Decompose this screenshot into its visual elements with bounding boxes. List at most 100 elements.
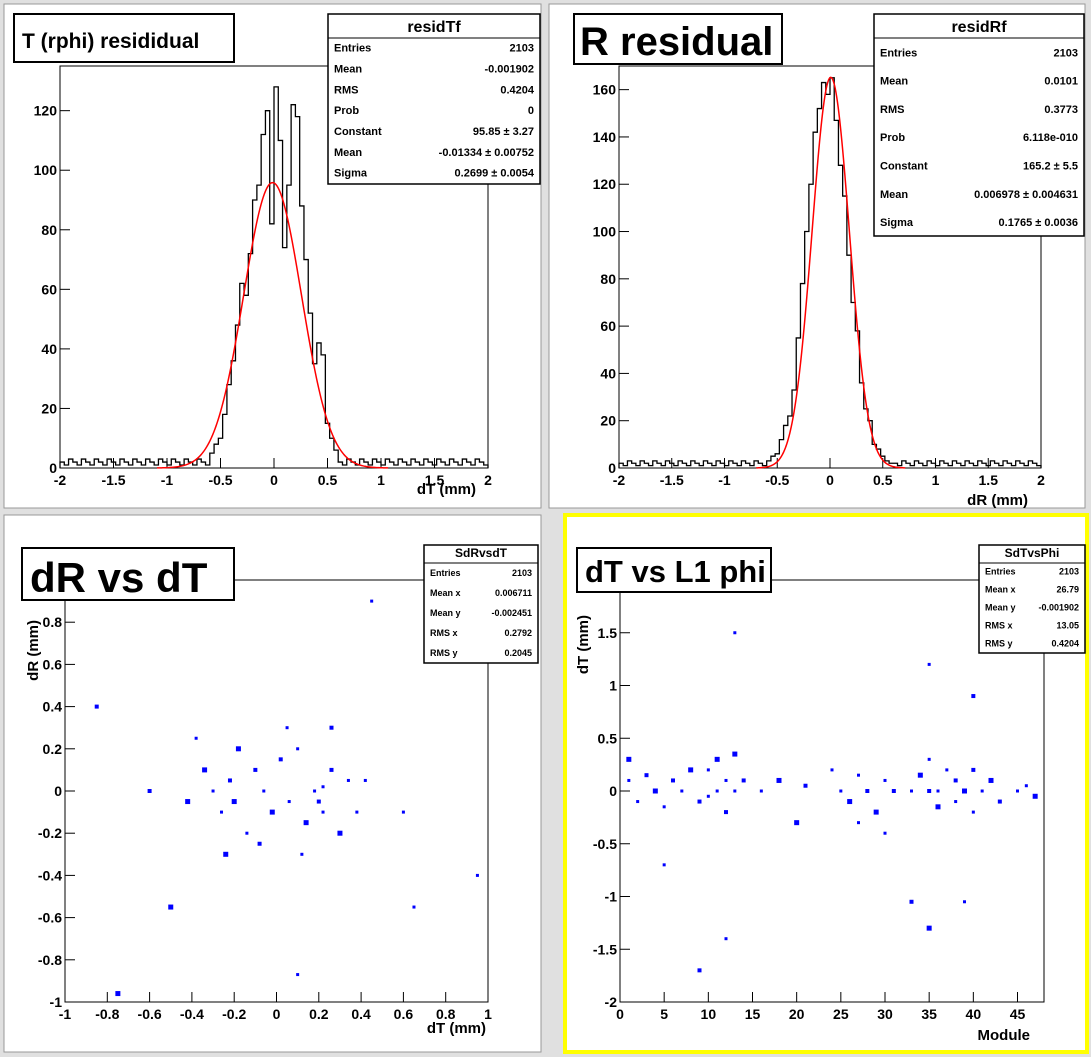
scatter-point [839,789,843,793]
x-tick-label: -1 [718,472,731,488]
scatter-point [794,820,800,826]
scatter-point [296,747,300,751]
x-tick-label: -0.5 [765,472,789,488]
stats-row-label: RMS [880,104,904,116]
stats-row-label: Prob [880,132,905,144]
x-axis-label: dT (mm) [427,1020,486,1037]
scatter-point [644,773,649,778]
y-tick-label: 120 [34,103,58,119]
y-tick-label: -2 [605,994,618,1010]
scatter-point [935,804,941,810]
scatter-point [115,991,121,997]
stats-row-label: Mean [880,189,908,201]
scatter-point [1016,789,1019,793]
scatter-point [285,726,289,730]
stats-row-label: Mean y [430,608,461,618]
scatter-point [94,704,99,709]
y-tick-label: 20 [600,413,616,429]
scatter-point [147,789,152,793]
pad-dr-vs-dt[interactable]: -1 -0.8 -0.6 -0.4 -0.2 0 0.2 0.4 0.6 0.8 1 -1 -0.8 -0… [3,514,542,1053]
stats-row-label: RMS x [985,621,1013,631]
y-tick-label: 0.6 [43,656,63,672]
scatter-point [636,800,640,804]
y-axis-label: dT (mm) [575,615,592,674]
stats-row-value: -0.002451 [491,608,532,618]
scatter-point [346,778,350,782]
x-tick-label: 1 [932,472,940,488]
stats-row-value: 0.2792 [504,628,532,638]
stats-row-label: RMS [334,84,358,96]
scatter-point [732,751,738,757]
y-tick-label: 140 [593,129,617,145]
scatter-point [927,757,931,761]
frame-3 [619,579,1045,1003]
stats-row-label: Constant [334,126,382,138]
pad-title: dR vs dT [30,554,208,601]
y-tick-label: 0 [608,460,616,476]
scatter-point [321,810,325,814]
scatter-point [706,768,710,772]
stats-name: SdTvsPhi [1005,546,1060,560]
stats-row-label: Entries [985,567,1016,577]
plot-area-2: -1 -0.8 -0.6 -0.4 -0.2 0 0.2 0.4 0.6 0.8 1 -1 -0.8 -0… [38,599,492,1022]
pad-title: R residual [580,20,773,64]
stats-row-label: Entries [880,47,917,59]
stats-name: residRf [951,19,1007,36]
x-tick-label: 2 [484,472,492,488]
x-tick-label: 1.5 [425,472,445,488]
plot-area-3: 0 5 10 15 20 25 30 35 40 45 -2 -1.5 -1 -0.5 0 0.5 1 1.5 [593,589,1038,1022]
x-axis-label: dT (mm) [417,481,476,498]
scatter-point [269,809,275,815]
scatter-point [697,968,702,973]
y-tick-label: -0.8 [38,952,62,968]
x-axis-label: dR (mm) [967,492,1028,509]
y-tick-label: 40 [600,365,616,381]
scatter-point [257,841,262,846]
y-tick-label: -0.6 [38,910,62,926]
stats-row-label: Mean [334,147,362,159]
scatter-point [662,805,666,809]
stats-row-value: 0.006978 ± 0.004631 [974,189,1078,201]
scatter-point [287,800,291,804]
scatter-point [927,662,931,666]
x-tick-label: 45 [1010,1006,1026,1022]
scatter-point [962,788,967,794]
scatter-point [688,767,694,773]
scatter-point [223,851,229,857]
stats-box-frame [978,544,1086,654]
scatter-point [194,736,198,740]
y-tick-label: 1 [609,678,617,694]
scatter-point [803,783,808,788]
pad-dt-vs-l1phi[interactable]: 0 5 10 15 20 25 30 35 40 45 -2 -1.5 -1 -0.5 0 0.5 1 1.5 d… [563,513,1089,1054]
scatter-point [626,756,632,762]
scatter-point [329,725,334,730]
x-tick-label: 2 [1037,472,1045,488]
stats-row-label: Mean x [430,588,461,598]
histogram-line [618,77,1042,468]
y-tick-label: 80 [600,271,616,287]
scatter-point [873,809,879,815]
scatter-point [1032,793,1038,799]
pad-r-residual[interactable]: -2 -1.5 -1 -0.5 0 0.5 1 1.5 20204060801001201401… [548,3,1086,509]
stats-row-value: 13.05 [1056,621,1079,631]
stats-row-value: -0.001902 [1038,603,1079,613]
scatter-point [733,789,737,793]
scatter-point [316,799,321,804]
scatter-point [401,810,405,814]
stats-row-label: Mean x [985,585,1016,595]
scatter-point [627,778,631,782]
pad-title: T (rphi) resididual [22,30,199,53]
x-tick-label: -0.4 [180,1006,204,1022]
x-tick-label: 1 [377,472,385,488]
x-tick-label: -1.5 [101,472,125,488]
scatter-point [971,694,976,699]
scatter-point [776,777,782,783]
y-tick-label: 60 [41,281,57,297]
pad-title: dT vs L1 phi [585,554,766,589]
scatter-point [363,778,367,782]
x-tick-label: 0 [270,472,278,488]
x-tick-label: 0.5 [318,472,338,488]
stats-row-label: Mean [880,76,908,88]
